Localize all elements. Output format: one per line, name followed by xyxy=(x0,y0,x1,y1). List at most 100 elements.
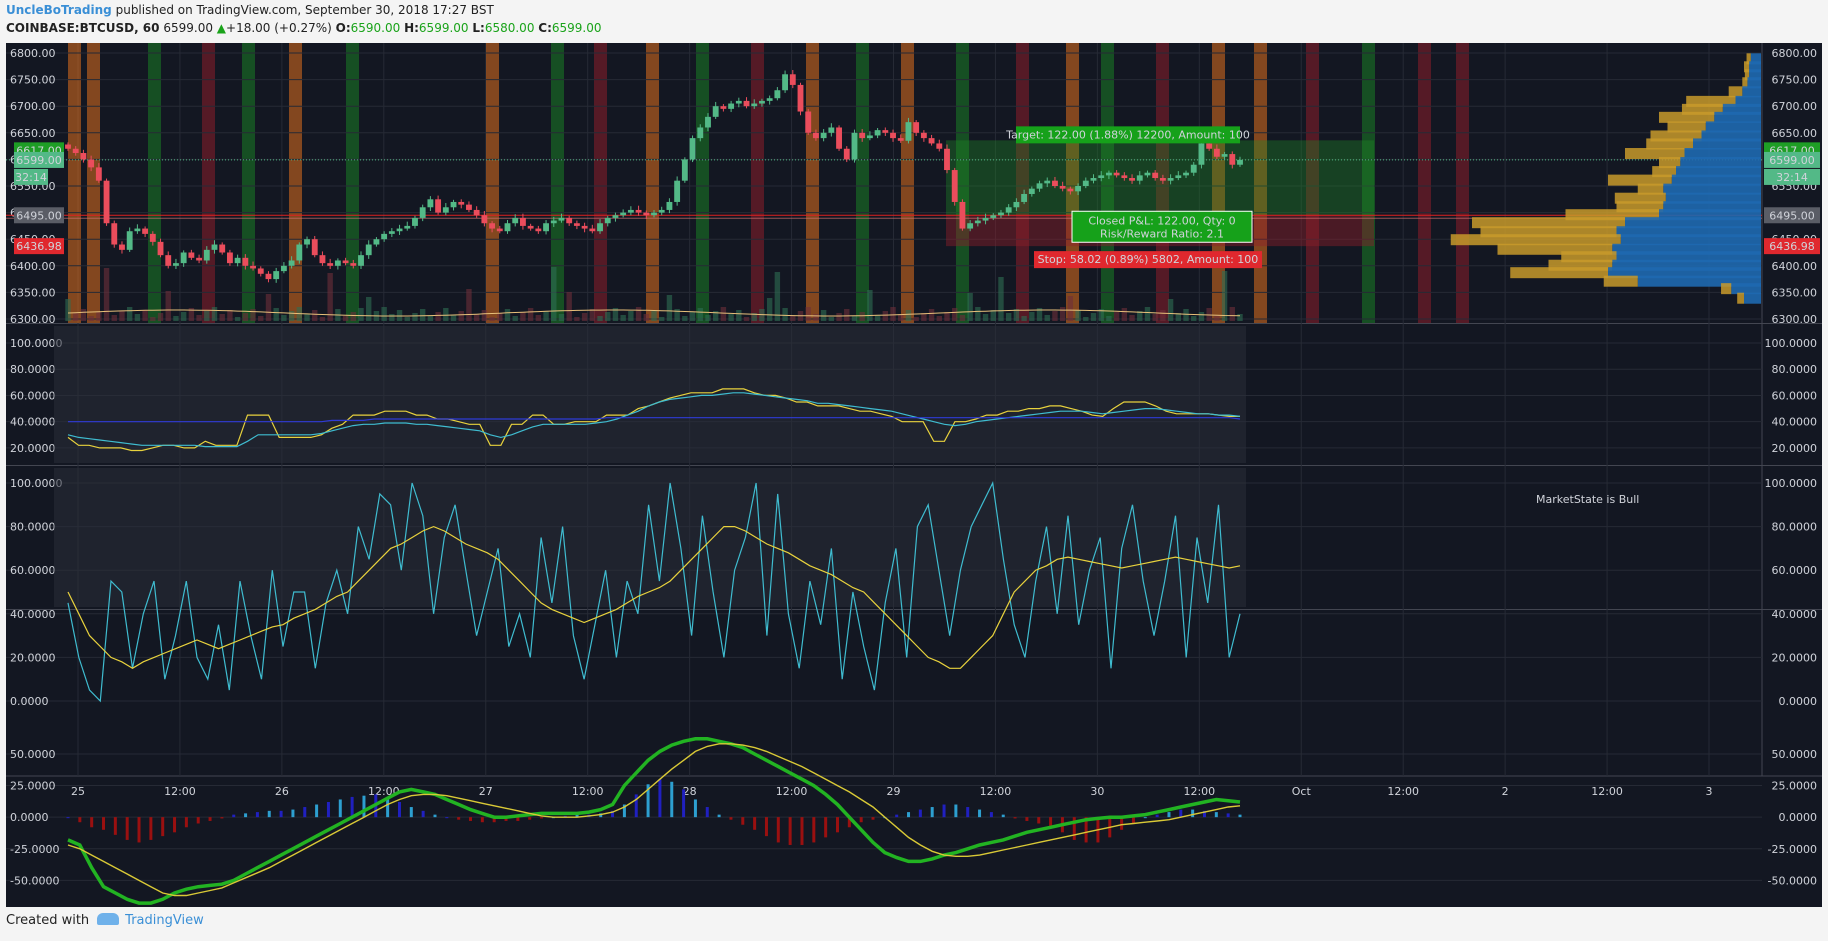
candle xyxy=(358,251,364,269)
volume-profile-down xyxy=(1681,103,1723,115)
candle xyxy=(836,125,842,151)
macd-histogram-bar xyxy=(918,809,922,818)
macd-histogram-bar xyxy=(871,817,875,820)
candle xyxy=(342,257,349,266)
volume-profile-up xyxy=(1612,259,1761,271)
symbol-name[interactable]: COINBASE:BTCUSD, 60 xyxy=(6,21,160,35)
session-highlight xyxy=(646,43,659,323)
volume-bar xyxy=(96,312,102,321)
candle xyxy=(265,271,272,283)
candle xyxy=(327,258,334,269)
author-link[interactable]: UncleBoTrading xyxy=(6,3,112,17)
tradingview-link[interactable]: TradingView xyxy=(125,913,204,928)
candle-body xyxy=(173,263,179,266)
candle xyxy=(1075,183,1082,196)
volume-profile-down xyxy=(1744,61,1750,73)
time-axis-label: 30 xyxy=(1090,785,1104,798)
countdown-bg xyxy=(1764,168,1820,185)
macd-histogram-bar xyxy=(291,809,295,818)
candle-body xyxy=(712,106,719,117)
session-highlight xyxy=(87,43,100,323)
candle xyxy=(797,82,804,116)
candle-body xyxy=(350,263,357,266)
volume-bar xyxy=(342,316,349,321)
price-axis-label: 6700.00 xyxy=(1772,100,1818,113)
macd-histogram-bar xyxy=(102,817,106,830)
candle-body xyxy=(1159,178,1166,181)
session-highlight xyxy=(1306,43,1319,323)
candle-body xyxy=(1082,180,1089,186)
session-highlight xyxy=(956,43,969,323)
candle-body xyxy=(234,257,241,264)
volume-bar xyxy=(126,307,133,321)
candle-body xyxy=(604,217,611,224)
candle xyxy=(95,163,102,183)
candle xyxy=(689,135,696,163)
candle xyxy=(789,70,796,89)
candle-body xyxy=(558,217,565,221)
candle-body xyxy=(427,199,434,208)
entry-price-tag-bg-left xyxy=(14,207,64,224)
candle-body xyxy=(95,167,102,181)
candle-body xyxy=(334,260,341,266)
candle xyxy=(944,144,950,174)
volume-bar xyxy=(281,315,287,321)
candle-body xyxy=(851,132,858,160)
stop-annotation-bg xyxy=(1034,251,1262,269)
volume-bar xyxy=(188,308,195,321)
volume-bar xyxy=(304,314,310,321)
candle xyxy=(458,199,465,209)
candle-body xyxy=(635,209,642,213)
volume-bar xyxy=(1237,314,1243,321)
time-axis-label: 28 xyxy=(683,785,697,798)
candle-body xyxy=(527,225,534,229)
price-axis-label: 6800.00 xyxy=(1772,47,1818,60)
candle-body xyxy=(257,268,264,274)
volume-bar xyxy=(1013,309,1020,321)
volume-bar xyxy=(921,313,927,321)
volume-bar xyxy=(813,314,819,321)
macd-histogram-bar xyxy=(1037,817,1041,824)
chart-canvas[interactable]: 25 12:00 26 12:00 27 12:00 28 12:00 29 12:00 30 12:… xyxy=(6,43,1822,907)
closed-pl-annotation: Closed P&L: 122.00, Qty: 0 xyxy=(1088,214,1235,227)
time-axis-label: 26 xyxy=(275,785,289,798)
price-axis-label: 6300.00 xyxy=(1772,313,1818,326)
candle xyxy=(543,220,549,235)
macd-histogram-bar xyxy=(255,812,259,818)
indicator-background xyxy=(54,468,1246,607)
time-axis-label: 12:00 xyxy=(1183,785,1215,798)
candle-body xyxy=(920,132,927,139)
volume-profile-up xyxy=(1616,226,1761,238)
candle-body xyxy=(782,74,789,91)
macd-histogram-bar xyxy=(66,817,70,819)
candle xyxy=(1159,174,1166,184)
macd-histogram-bar xyxy=(930,807,934,818)
volume-profile-up xyxy=(1701,130,1761,142)
candle-body xyxy=(627,209,634,213)
candle-body xyxy=(944,148,950,171)
volume-bar xyxy=(975,307,981,321)
candle-body xyxy=(1121,175,1128,179)
candle xyxy=(512,214,519,227)
time-axis-label: 12:00 xyxy=(1591,785,1623,798)
volume-bar xyxy=(1160,310,1166,321)
candle-body xyxy=(866,135,873,139)
candle xyxy=(1221,151,1228,160)
candle xyxy=(365,240,372,259)
macd-histogram-bar xyxy=(1155,814,1159,818)
countdown-tag: 32:14 xyxy=(1776,171,1808,184)
chart-area[interactable]: 25 12:00 26 12:00 27 12:00 28 12:00 29 12:00 30 12:… xyxy=(6,43,1822,907)
symbol-info-bar: COINBASE:BTCUSD, 60 6599.00 ▲+18.00 (+0.… xyxy=(6,21,602,35)
candle xyxy=(566,215,573,226)
macd-histogram-bar xyxy=(480,817,484,823)
volume-profile-down xyxy=(1561,251,1617,263)
volume-bar xyxy=(473,314,480,321)
candle xyxy=(820,129,827,142)
indicator-axis-label: 40.0000 xyxy=(1772,416,1818,429)
volume-bar xyxy=(250,309,256,321)
candle-body xyxy=(496,228,503,232)
macd-histogram-bar xyxy=(847,817,851,828)
candle-body xyxy=(674,180,681,202)
candle-body xyxy=(180,252,187,264)
candle-body xyxy=(296,244,303,261)
